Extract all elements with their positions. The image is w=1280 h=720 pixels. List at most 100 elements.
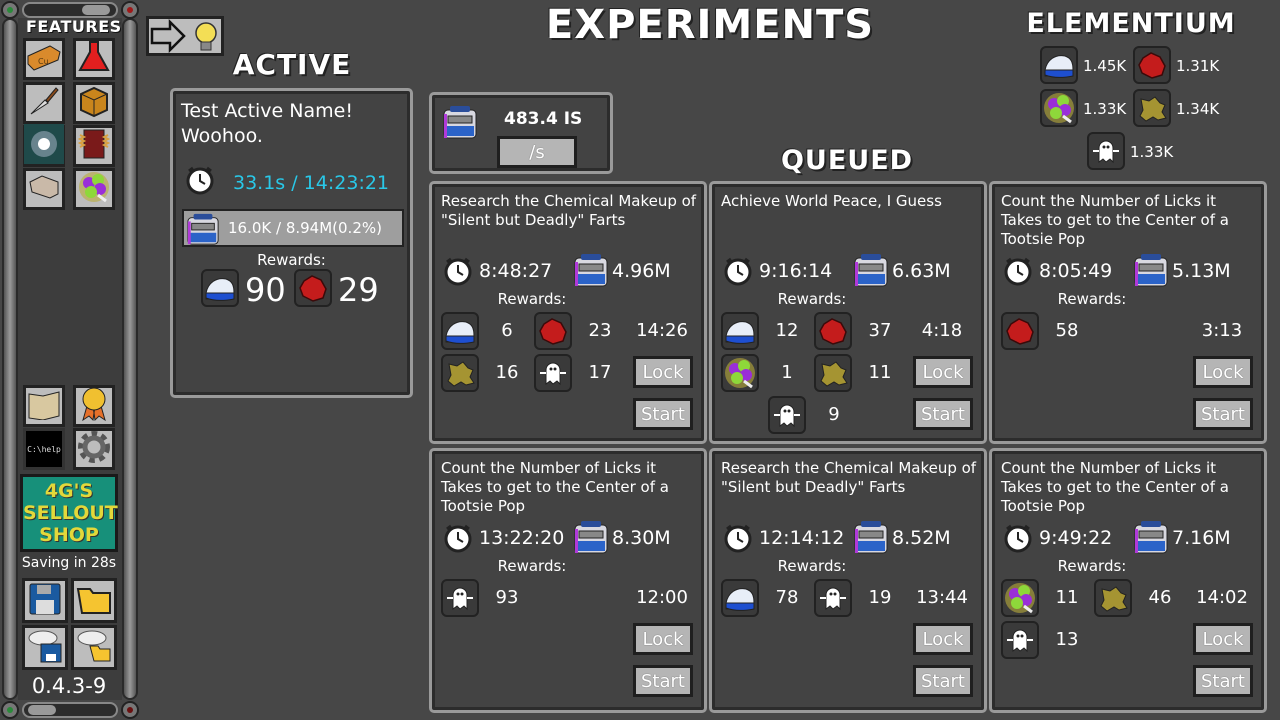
queued-experiment-card: Research the Chemical Makeup of "Silent … — [709, 448, 987, 713]
experiment-cost: 4.96M — [612, 260, 671, 282]
experiment-title: Count the Number of Licks it Takes to ge… — [441, 459, 669, 515]
gear-button[interactable] — [73, 428, 115, 470]
award-ribbon-icon — [77, 386, 111, 426]
molecule-icon — [1001, 579, 1039, 617]
ghost-icon — [1087, 132, 1125, 170]
tan-blob-icon — [441, 354, 479, 392]
start-button[interactable]: Start — [913, 665, 973, 697]
molecule-icon — [78, 171, 110, 207]
save-button[interactable] — [22, 578, 68, 623]
start-button[interactable]: Start — [913, 398, 973, 430]
experiment-duration: 3:13 — [1201, 320, 1243, 341]
start-button[interactable]: Start — [633, 665, 693, 697]
journal-button[interactable] — [23, 385, 65, 427]
reward-amount: 16 — [495, 362, 519, 383]
toggle-view-button[interactable] — [146, 16, 224, 56]
status-light — [1, 1, 19, 19]
feature-fossil-button[interactable] — [23, 168, 65, 210]
progress-text: 16.0K / 8.94M(0.2%) — [228, 219, 382, 237]
feature-artifact-button[interactable] — [73, 125, 115, 167]
lock-button[interactable]: Lock — [913, 356, 973, 388]
cloud-load-button[interactable] — [71, 625, 117, 670]
sellout-shop-button[interactable]: 4G'S SELLOUT SHOP — [20, 474, 118, 552]
rate-unit-button[interactable]: /s — [497, 136, 577, 168]
clock-icon — [443, 256, 473, 290]
rewards-label: Rewards: — [497, 290, 567, 308]
experiment-time: 9:16:14 — [759, 260, 833, 282]
red-blob-icon — [1133, 46, 1171, 84]
active-title: ACTIVE — [232, 48, 352, 81]
award-ribbon-button[interactable] — [73, 385, 115, 427]
lab-icon — [1132, 519, 1170, 559]
feature-crate-button[interactable] — [73, 82, 115, 124]
clock-icon — [723, 523, 753, 557]
svg-text:Cu: Cu — [38, 57, 49, 66]
feature-flask-button[interactable] — [73, 38, 115, 80]
feature-scalpel-button[interactable] — [23, 82, 65, 124]
reward-amount: 11 — [1055, 587, 1079, 608]
reward-amount: 29 — [338, 271, 379, 309]
queued-title: QUEUED — [780, 145, 914, 176]
active-time: 33.1s / 14:23:21 — [233, 172, 390, 194]
experiment-cost: 6.63M — [892, 260, 951, 282]
top-scrollbar[interactable] — [22, 2, 118, 18]
bottom-scrollbar[interactable] — [22, 702, 118, 718]
experiment-time: 12:14:12 — [759, 527, 845, 549]
reward-amount: 6 — [501, 320, 513, 341]
queued-experiment-card: Count the Number of Licks it Takes to ge… — [989, 181, 1267, 444]
shop-line: 4G'S — [44, 480, 94, 502]
queued-experiment-card: Count the Number of Licks it Takes to ge… — [429, 448, 707, 713]
reward-amount: 23 — [588, 320, 612, 341]
left-rail — [2, 18, 18, 700]
experiment-time: 8:48:27 — [479, 260, 553, 282]
experiment-cost: 5.13M — [1172, 260, 1231, 282]
elementium-title: ELEMENTIUM — [1026, 8, 1236, 39]
active-progress-bar: 16.0K / 8.94M(0.2%) — [182, 209, 404, 247]
load-folder-button[interactable] — [71, 578, 117, 623]
queued-experiment-card: Count the Number of Licks it Takes to ge… — [989, 448, 1267, 713]
shoe-icon — [1040, 46, 1078, 84]
help-console-button[interactable]: C:\help — [23, 428, 65, 470]
experiment-title: Count the Number of Licks it Takes to ge… — [1001, 192, 1229, 248]
shop-line: SHOP — [39, 524, 99, 546]
feature-copper-ingot-button[interactable]: Cu — [23, 38, 65, 80]
feature-galaxy-button[interactable] — [23, 124, 65, 168]
cloud-save-button[interactable] — [22, 625, 68, 670]
experiment-time: 9:49:22 — [1039, 527, 1113, 549]
lock-button[interactable]: Lock — [913, 623, 973, 655]
tan-blob-icon — [1094, 579, 1132, 617]
shoe-icon — [201, 269, 239, 307]
lock-button[interactable]: Lock — [1193, 356, 1253, 388]
shoe-icon — [721, 579, 759, 617]
shoe-icon — [441, 312, 479, 350]
reward-amount: 11 — [868, 362, 892, 383]
lab-icon — [185, 212, 221, 250]
lock-button[interactable]: Lock — [633, 356, 693, 388]
red-blob-icon — [294, 269, 332, 307]
elementium-amount: 1.33K — [1083, 100, 1127, 118]
gear-icon — [76, 429, 112, 469]
copper-ingot-icon: Cu — [26, 42, 62, 76]
features-header: FEATURES — [26, 17, 122, 36]
ghost-icon — [534, 354, 572, 392]
molecule-icon — [1040, 89, 1078, 127]
start-button[interactable]: Start — [1193, 398, 1253, 430]
lock-button[interactable]: Lock — [1193, 623, 1253, 655]
lab-icon — [572, 252, 610, 292]
rewards-label: Rewards: — [1057, 290, 1127, 308]
load-folder-icon — [76, 583, 112, 619]
galaxy-icon — [24, 124, 64, 168]
lock-button[interactable]: Lock — [633, 623, 693, 655]
lab-icon — [852, 519, 890, 559]
experiment-cost: 8.52M — [892, 527, 951, 549]
experiment-time: 8:05:49 — [1039, 260, 1113, 282]
reward-amount: 78 — [775, 587, 799, 608]
start-button[interactable]: Start — [1193, 665, 1253, 697]
start-button[interactable]: Start — [633, 398, 693, 430]
cloud-load-icon — [76, 628, 112, 668]
progress-track — [184, 211, 402, 245]
feature-molecule-button[interactable] — [73, 168, 115, 210]
clock-icon — [443, 523, 473, 557]
reward-amount: 37 — [868, 320, 892, 341]
ghost-icon — [814, 579, 852, 617]
